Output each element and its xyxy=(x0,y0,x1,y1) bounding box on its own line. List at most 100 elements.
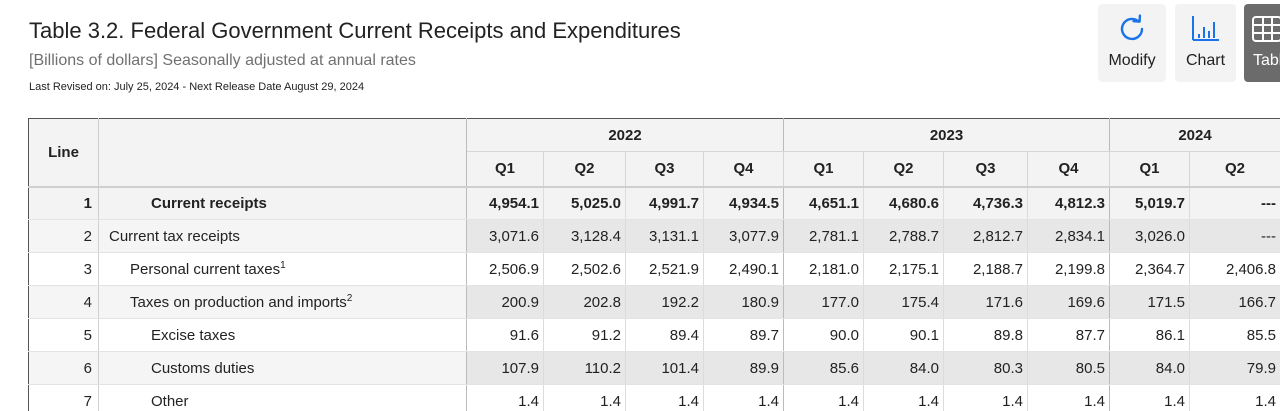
quarter-header: Q2 xyxy=(1189,151,1280,188)
value-cell: 166.7 xyxy=(1189,285,1280,319)
chart-button[interactable]: Chart xyxy=(1175,4,1236,82)
value-cell: 2,181.0 xyxy=(783,252,864,286)
value-cell: 177.0 xyxy=(783,285,864,319)
value-cell: 85.6 xyxy=(783,351,864,385)
value-cell: 180.9 xyxy=(703,285,784,319)
quarter-header: Q3 xyxy=(625,151,704,188)
refresh-icon xyxy=(1120,14,1144,41)
value-cell: 2,506.9 xyxy=(466,252,544,286)
data-table: Line 2022 2023 2024 Q1 Q2 Q3 Q4 Q1 Q2 Q3 Q4 Q1 Q2… xyxy=(28,118,1280,411)
footnote-ref[interactable]: 1 xyxy=(280,260,286,271)
value-cell: 3,131.1 xyxy=(625,219,704,253)
value-cell: 84.0 xyxy=(863,351,944,385)
value-cell: 200.9 xyxy=(466,285,544,319)
value-cell: 171.6 xyxy=(943,285,1028,319)
value-cell: 91.6 xyxy=(466,318,544,352)
row-label: Taxes on production and imports2 xyxy=(98,285,467,319)
quarter-header: Q1 xyxy=(466,151,544,188)
line-number: 4 xyxy=(28,285,99,319)
table-button[interactable]: Table xyxy=(1244,4,1280,82)
data-table-container[interactable]: Line 2022 2023 2024 Q1 Q2 Q3 Q4 Q1 Q2 Q3 Q4 Q1 Q2… xyxy=(28,118,1280,411)
year-header: 2023 xyxy=(783,118,1110,152)
value-cell: 101.4 xyxy=(625,351,704,385)
year-header: 2022 xyxy=(466,118,784,152)
line-number: 3 xyxy=(28,252,99,286)
line-number: 6 xyxy=(28,351,99,385)
row-label-text: Taxes on production and imports xyxy=(130,294,347,311)
value-cell: 2,406.8 xyxy=(1189,252,1280,286)
value-cell: 110.2 xyxy=(543,351,626,385)
value-cell: --- xyxy=(1189,186,1280,220)
row-label-text: Current receipts xyxy=(151,194,267,212)
value-cell: 4,651.1 xyxy=(783,186,864,220)
value-cell: 1.4 xyxy=(1189,384,1280,411)
value-cell: 90.0 xyxy=(783,318,864,352)
value-cell: 2,364.7 xyxy=(1109,252,1190,286)
row-label-text: Customs duties xyxy=(151,359,255,377)
value-cell: 4,680.6 xyxy=(863,186,944,220)
quarter-header: Q4 xyxy=(1027,151,1110,188)
modify-button[interactable]: Modify xyxy=(1098,4,1166,82)
value-cell: 4,991.7 xyxy=(625,186,704,220)
value-cell: 4,736.3 xyxy=(943,186,1028,220)
modify-label: Modify xyxy=(1108,52,1156,69)
value-cell: 169.6 xyxy=(1027,285,1110,319)
value-cell: 4,954.1 xyxy=(466,186,544,220)
value-cell: 4,812.3 xyxy=(1027,186,1110,220)
value-cell: 79.9 xyxy=(1189,351,1280,385)
footnote-ref[interactable]: 2 xyxy=(346,293,353,304)
value-cell: 2,490.1 xyxy=(703,252,784,286)
value-cell: 89.4 xyxy=(625,318,704,352)
value-cell: 2,502.6 xyxy=(543,252,626,286)
table-row: 2 Current tax receipts 3,071.6 3,128.4 3,131… xyxy=(28,219,1280,253)
table-row: 3 Personal current taxes1 2,506.9 2,502.6 2,… xyxy=(28,252,1280,286)
value-cell: 80.3 xyxy=(943,351,1028,385)
line-number: 1 xyxy=(28,186,99,220)
value-cell: 84.0 xyxy=(1109,351,1190,385)
value-cell: 2,188.7 xyxy=(943,252,1028,286)
row-label-text: Personal current taxes xyxy=(130,261,281,278)
line-number: 5 xyxy=(28,318,99,352)
row-label-text: Other xyxy=(151,392,189,410)
year-header: 2024 xyxy=(1109,118,1280,152)
value-cell: 1.4 xyxy=(1027,384,1110,411)
value-cell: 1.4 xyxy=(943,384,1028,411)
value-cell: 107.9 xyxy=(466,351,544,385)
value-cell: 85.5 xyxy=(1189,318,1280,352)
value-cell: 2,781.1 xyxy=(783,219,864,253)
value-cell: 91.2 xyxy=(543,318,626,352)
value-cell: 1.4 xyxy=(783,384,864,411)
page-subtitle: [Billions of dollars] Seasonally adjuste… xyxy=(29,52,416,69)
value-cell: 2,521.9 xyxy=(625,252,704,286)
value-cell: 171.5 xyxy=(1109,285,1190,319)
bar-chart-icon xyxy=(1191,16,1219,41)
quarter-header: Q3 xyxy=(943,151,1028,188)
value-cell: 89.9 xyxy=(703,351,784,385)
value-cell: 3,128.4 xyxy=(543,219,626,253)
page-title: Table 3.2. Federal Government Current Re… xyxy=(29,18,681,43)
quarter-header: Q2 xyxy=(543,151,626,188)
value-cell: 89.7 xyxy=(703,318,784,352)
value-cell: 1.4 xyxy=(703,384,784,411)
value-cell: 2,812.7 xyxy=(943,219,1028,253)
quarter-header: Q4 xyxy=(703,151,784,188)
value-cell: 1.4 xyxy=(863,384,944,411)
row-label-text: Current tax receipts xyxy=(109,227,240,245)
table-grid-icon xyxy=(1252,16,1280,42)
value-cell: 2,788.7 xyxy=(863,219,944,253)
value-cell: 4,934.5 xyxy=(703,186,784,220)
row-label: Current tax receipts xyxy=(98,219,467,253)
value-cell: 192.2 xyxy=(625,285,704,319)
row-label: Current receipts xyxy=(98,186,467,220)
revision-note: Last Revised on: July 25, 2024 - Next Re… xyxy=(29,81,365,93)
value-cell: 5,019.7 xyxy=(1109,186,1190,220)
table-row: 6 Customs duties 107.9 110.2 101.4 89.9 85.6 84… xyxy=(28,351,1280,385)
row-label: Personal current taxes1 xyxy=(98,252,467,286)
value-cell: --- xyxy=(1189,219,1280,253)
line-column-header: Line xyxy=(28,118,99,188)
quarter-header: Q1 xyxy=(783,151,864,188)
value-cell: 1.4 xyxy=(543,384,626,411)
value-cell: 1.4 xyxy=(1109,384,1190,411)
row-label: Excise taxes xyxy=(98,318,467,352)
label-column-header xyxy=(98,118,467,188)
